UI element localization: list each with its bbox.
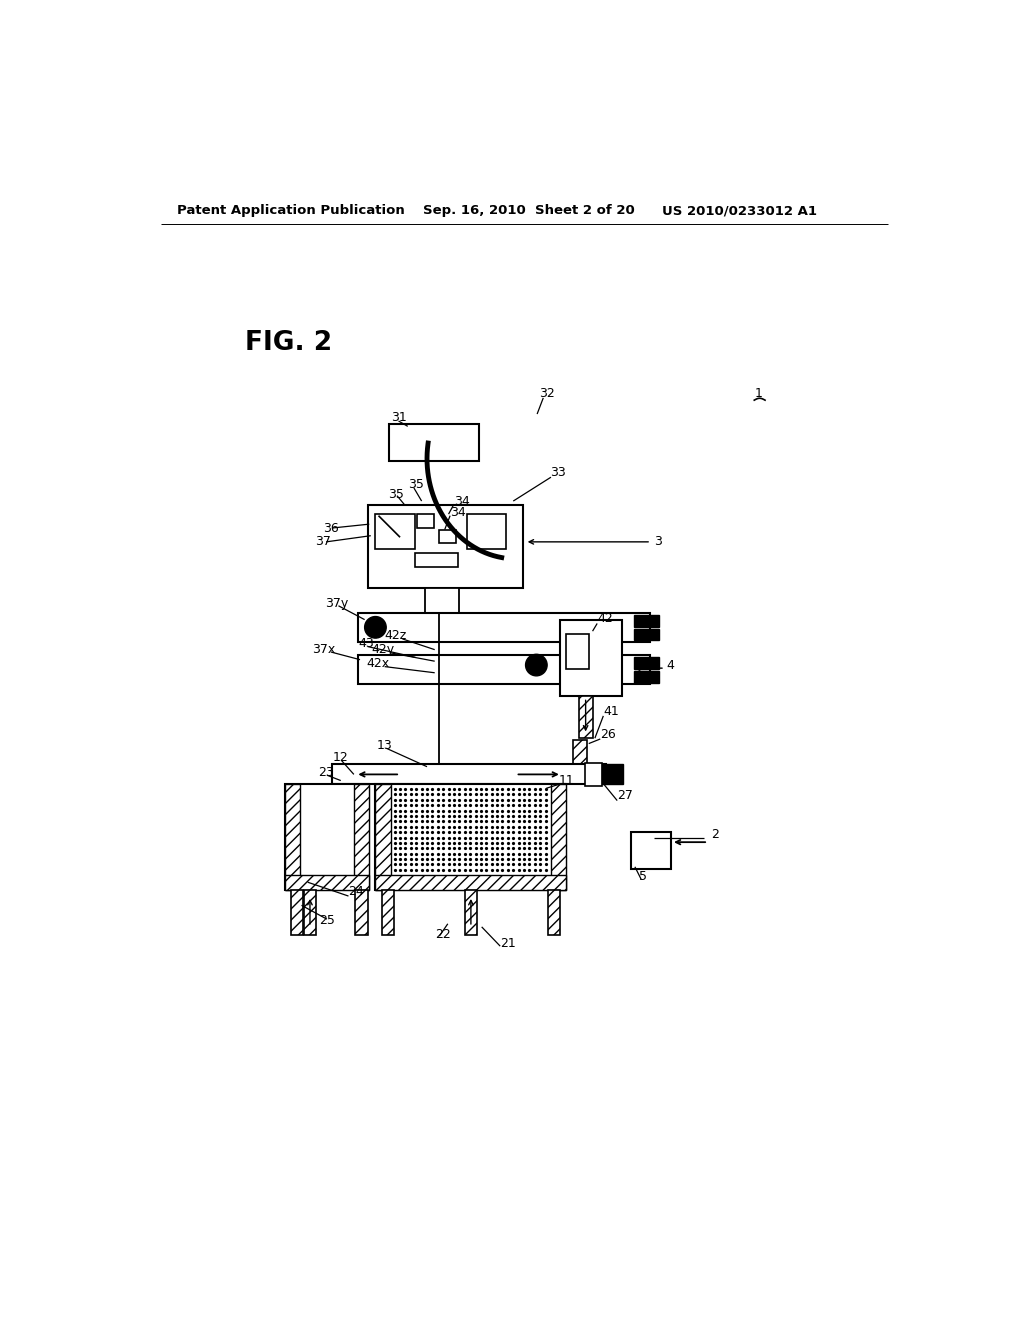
Bar xyxy=(291,890,303,935)
Bar xyxy=(382,890,394,935)
Bar xyxy=(357,655,650,684)
Text: 42z: 42z xyxy=(385,630,407,643)
Text: 34: 34 xyxy=(454,495,470,508)
Bar xyxy=(285,784,370,890)
Bar xyxy=(560,620,622,696)
Text: 32: 32 xyxy=(539,387,554,400)
Bar xyxy=(634,671,658,682)
Bar xyxy=(388,424,479,461)
Circle shape xyxy=(525,655,547,676)
Text: 3: 3 xyxy=(654,536,663,548)
Text: 36: 36 xyxy=(323,521,339,535)
Bar xyxy=(416,553,458,566)
Text: 24: 24 xyxy=(348,884,365,898)
Bar xyxy=(333,764,606,784)
Text: 43: 43 xyxy=(358,638,374,649)
Text: 22: 22 xyxy=(435,928,451,941)
Text: 2: 2 xyxy=(711,828,719,841)
Bar xyxy=(602,764,624,784)
Text: 31: 31 xyxy=(391,411,407,424)
Bar xyxy=(580,696,593,738)
Bar xyxy=(368,506,523,589)
Text: 42y: 42y xyxy=(372,643,394,656)
Text: 37: 37 xyxy=(315,536,331,548)
Bar xyxy=(376,784,391,890)
Text: 12: 12 xyxy=(333,751,349,764)
Bar xyxy=(585,763,602,785)
Text: Sep. 16, 2010  Sheet 2 of 20: Sep. 16, 2010 Sheet 2 of 20 xyxy=(423,205,635,218)
Bar xyxy=(354,784,370,890)
Text: 13: 13 xyxy=(377,739,393,751)
Bar xyxy=(634,615,658,627)
Text: 26: 26 xyxy=(600,727,616,741)
Bar xyxy=(551,784,566,890)
Bar xyxy=(634,657,658,669)
Text: 1: 1 xyxy=(755,387,762,400)
Bar xyxy=(425,589,460,612)
Bar xyxy=(355,890,368,935)
Bar xyxy=(465,890,477,935)
Bar xyxy=(467,515,506,549)
Text: 41: 41 xyxy=(603,705,620,718)
Text: 25: 25 xyxy=(319,915,335,927)
Text: 4: 4 xyxy=(667,659,675,672)
Bar xyxy=(376,874,566,890)
Circle shape xyxy=(365,616,386,638)
Text: 37y: 37y xyxy=(325,597,348,610)
Text: FIG. 2: FIG. 2 xyxy=(245,330,332,356)
Bar xyxy=(376,784,566,890)
Text: 37x: 37x xyxy=(312,643,336,656)
Text: 11: 11 xyxy=(559,774,574,787)
Text: 5: 5 xyxy=(639,870,647,883)
Bar xyxy=(634,628,658,640)
Text: 42x: 42x xyxy=(367,657,389,671)
Bar xyxy=(417,515,434,528)
Bar xyxy=(438,529,456,544)
Bar xyxy=(566,635,590,669)
Bar xyxy=(376,515,416,549)
Bar xyxy=(573,739,587,764)
Bar xyxy=(285,784,300,890)
Bar xyxy=(304,890,316,935)
Text: 35: 35 xyxy=(408,478,424,491)
Text: 35: 35 xyxy=(388,487,404,500)
Text: US 2010/0233012 A1: US 2010/0233012 A1 xyxy=(662,205,817,218)
Text: 42: 42 xyxy=(597,612,613,626)
Text: 33: 33 xyxy=(550,466,566,479)
Bar xyxy=(631,832,671,869)
Text: Patent Application Publication: Patent Application Publication xyxy=(177,205,404,218)
Bar xyxy=(548,890,560,935)
Text: 23: 23 xyxy=(317,767,334,779)
Bar xyxy=(285,874,370,890)
Bar xyxy=(357,612,650,642)
Text: 27: 27 xyxy=(617,789,633,803)
Text: 21: 21 xyxy=(500,937,516,950)
Text: 34: 34 xyxy=(451,506,466,519)
